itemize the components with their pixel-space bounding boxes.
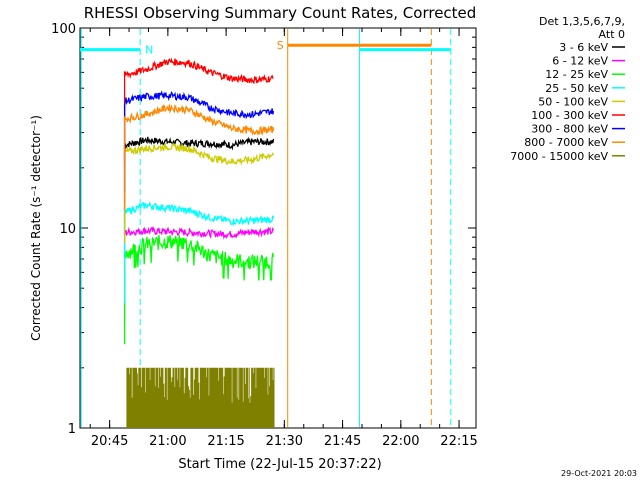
legend-label: 50 - 100 keV	[538, 95, 608, 108]
series-3	[123, 200, 275, 304]
series-6	[123, 90, 275, 193]
x-tick-label: 21:15	[207, 434, 244, 449]
legend-label: 7000 - 15000 keV	[510, 150, 608, 163]
legend-label: 300 - 800 keV	[531, 123, 608, 136]
x-tick-label: 22:15	[440, 434, 477, 449]
series-2	[123, 234, 275, 345]
series-line	[123, 234, 275, 345]
series-line	[123, 136, 275, 237]
series-line	[123, 90, 275, 193]
legend-label: 25 - 50 keV	[545, 82, 608, 95]
legend-header: Att 0	[599, 28, 625, 41]
y-tick-label: 10	[59, 222, 76, 237]
legend-label: 800 - 7000 keV	[524, 136, 608, 149]
series-line	[123, 104, 275, 211]
series-4	[123, 142, 275, 244]
legend-label: 100 - 300 keV	[531, 109, 608, 122]
flag-label: S	[277, 39, 284, 52]
series-8	[126, 367, 275, 428]
x-tick-label: 21:00	[149, 434, 186, 449]
series-5	[123, 57, 274, 167]
y-tick-label: 100	[51, 22, 76, 37]
flag-label: N	[145, 44, 153, 57]
series-line	[123, 142, 275, 244]
series-0	[123, 136, 275, 237]
series-7	[123, 104, 275, 211]
series-line	[123, 200, 275, 304]
legend-label: 12 - 25 keV	[545, 68, 608, 81]
series-line	[123, 226, 275, 324]
x-tick-label: 21:45	[324, 434, 361, 449]
x-axis-label: Start Time (22-Jul-15 20:37:22)	[178, 457, 381, 472]
legend-label: 3 - 6 keV	[559, 41, 608, 54]
series-1	[123, 226, 275, 324]
series-line	[123, 57, 274, 167]
y-tick-label: 1	[68, 422, 76, 437]
y-axis-label: Corrected Count Rate (s⁻¹ detector⁻¹)	[29, 115, 43, 341]
x-tick-label: 22:00	[382, 434, 419, 449]
legend-label: 6 - 12 keV	[552, 55, 608, 68]
x-tick-label: 21:30	[266, 434, 303, 449]
footer-date: 29-Oct-2021 20:03	[561, 469, 637, 478]
chart-title: RHESSI Observing Summary Count Rates, Co…	[84, 4, 477, 22]
x-tick-label: 20:45	[91, 434, 128, 449]
legend-header: Det 1,3,5,6,7,9,	[539, 15, 625, 28]
series-line	[126, 367, 275, 428]
